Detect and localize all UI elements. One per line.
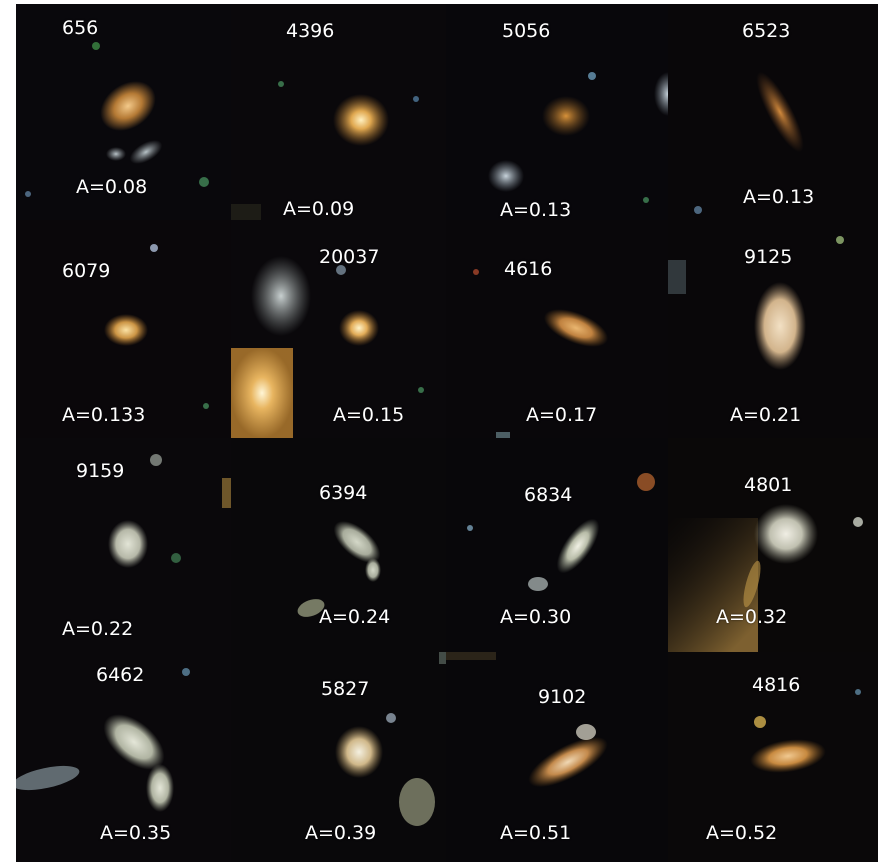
panel-4616: 4616 A=0.17	[446, 220, 668, 438]
panel-9102-id: 9102	[538, 686, 587, 708]
panel-4801-asymmetry: A=0.32	[716, 606, 788, 628]
panel-9125: 9125 A=0.21	[668, 220, 878, 438]
panel-6462-id: 6462	[96, 664, 145, 686]
panel-5056: 5056 A=0.13	[446, 4, 668, 222]
galaxy-656-image	[25, 42, 209, 197]
panel-6394: 6394 A=0.24	[231, 438, 446, 652]
galaxy-9159-image	[108, 454, 231, 568]
panel-5056-asymmetry: A=0.13	[500, 199, 572, 221]
panel-9102: 9102 A=0.51	[446, 652, 668, 862]
galaxy-4801-image	[668, 504, 863, 652]
panel-6462: 6462 A=0.35	[16, 652, 231, 862]
galaxy-20037-image	[231, 256, 424, 438]
panel-4816-asymmetry: A=0.52	[706, 822, 778, 844]
panel-20037-id: 20037	[319, 246, 380, 268]
galaxy-9125-image	[668, 236, 844, 370]
panel-6462-asymmetry: A=0.35	[100, 822, 172, 844]
panel-9159-id: 9159	[76, 460, 125, 482]
panel-6394-asymmetry: A=0.24	[319, 606, 391, 628]
panel-9125-id: 9125	[744, 246, 793, 268]
galaxy-6523-image	[694, 71, 804, 214]
panel-656-asymmetry: A=0.08	[76, 176, 148, 198]
panel-6079-asymmetry: A=0.133	[62, 404, 146, 426]
panel-20037-asymmetry: A=0.15	[333, 404, 405, 426]
panel-4801-id: 4801	[744, 474, 793, 496]
panel-6834-id: 6834	[524, 484, 573, 506]
panel-5827-asymmetry: A=0.39	[305, 822, 377, 844]
panel-6523-asymmetry: A=0.13	[743, 186, 815, 208]
panel-6079-id: 6079	[62, 260, 111, 282]
galaxy-4616-image	[473, 269, 609, 438]
panel-9125-asymmetry: A=0.21	[730, 404, 802, 426]
panel-4616-asymmetry: A=0.17	[526, 404, 598, 426]
galaxy-5827-image	[335, 652, 446, 826]
panel-5056-id: 5056	[502, 20, 551, 42]
panel-6834: 6834 A=0.30	[446, 438, 668, 652]
galaxy-6462-image	[16, 668, 190, 812]
panel-4396-asymmetry: A=0.09	[283, 198, 355, 220]
panel-9102-asymmetry: A=0.51	[500, 822, 572, 844]
panel-4396-id: 4396	[286, 20, 335, 42]
panel-4396: 4396 A=0.09	[231, 4, 446, 220]
galaxy-4816-image	[750, 689, 861, 773]
panel-4616-id: 4616	[504, 258, 553, 280]
panel-9159: 9159 A=0.22	[16, 438, 231, 652]
panel-9159-asymmetry: A=0.22	[62, 618, 134, 640]
panel-4801: 4801 A=0.32	[668, 438, 878, 652]
galaxy-4396-image	[231, 81, 419, 220]
panel-6523-id: 6523	[742, 20, 791, 42]
panel-4816-id: 4816	[752, 674, 801, 696]
galaxy-6079-image	[104, 244, 209, 409]
panel-4816: 4816 A=0.52	[668, 652, 878, 862]
panel-5827-id: 5827	[321, 678, 370, 700]
galaxy-6394-image	[297, 521, 381, 617]
panel-656: 656 A=0.08	[16, 4, 231, 220]
panel-20037: 20037 A=0.15	[231, 220, 446, 438]
panel-6523: 6523 A=0.13	[668, 4, 878, 222]
panel-656-id: 656	[62, 17, 99, 39]
galaxy-6834-image	[467, 473, 655, 591]
galaxy-mosaic: 656 A=0.08 4396 A=0.09 5056 A=0.13	[16, 4, 878, 862]
galaxy-5056-image	[488, 72, 668, 203]
panel-5827: 5827 A=0.39	[231, 652, 446, 862]
galaxy-9102-image	[446, 652, 608, 788]
panel-6834-asymmetry: A=0.30	[500, 606, 572, 628]
panel-6394-id: 6394	[319, 482, 368, 504]
panel-6079: 6079 A=0.133	[16, 220, 231, 438]
